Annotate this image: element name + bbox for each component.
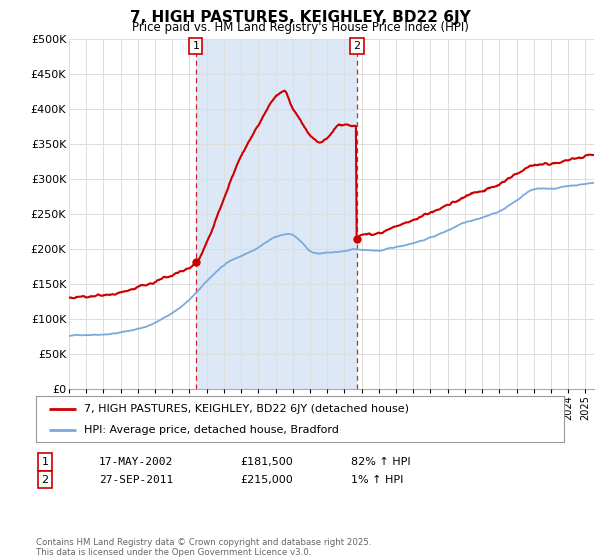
Text: 7, HIGH PASTURES, KEIGHLEY, BD22 6JY: 7, HIGH PASTURES, KEIGHLEY, BD22 6JY bbox=[130, 10, 470, 25]
Text: HPI: Average price, detached house, Bradford: HPI: Average price, detached house, Brad… bbox=[83, 425, 338, 435]
Text: 27-SEP-2011: 27-SEP-2011 bbox=[99, 475, 173, 485]
Bar bbox=[196, 39, 357, 389]
Text: 1: 1 bbox=[193, 41, 199, 51]
Text: 1% ↑ HPI: 1% ↑ HPI bbox=[351, 475, 403, 485]
Text: 17-MAY-2002: 17-MAY-2002 bbox=[99, 457, 173, 467]
Text: Contains HM Land Registry data © Crown copyright and database right 2025.
This d: Contains HM Land Registry data © Crown c… bbox=[36, 538, 371, 557]
Text: 7, HIGH PASTURES, KEIGHLEY, BD22 6JY (detached house): 7, HIGH PASTURES, KEIGHLEY, BD22 6JY (de… bbox=[83, 404, 409, 414]
Text: Price paid vs. HM Land Registry's House Price Index (HPI): Price paid vs. HM Land Registry's House … bbox=[131, 21, 469, 34]
Text: 1: 1 bbox=[41, 457, 49, 467]
Text: 2: 2 bbox=[353, 41, 361, 51]
Text: £181,500: £181,500 bbox=[240, 457, 293, 467]
Text: 2: 2 bbox=[41, 475, 49, 485]
Text: £215,000: £215,000 bbox=[240, 475, 293, 485]
Text: 82% ↑ HPI: 82% ↑ HPI bbox=[351, 457, 410, 467]
